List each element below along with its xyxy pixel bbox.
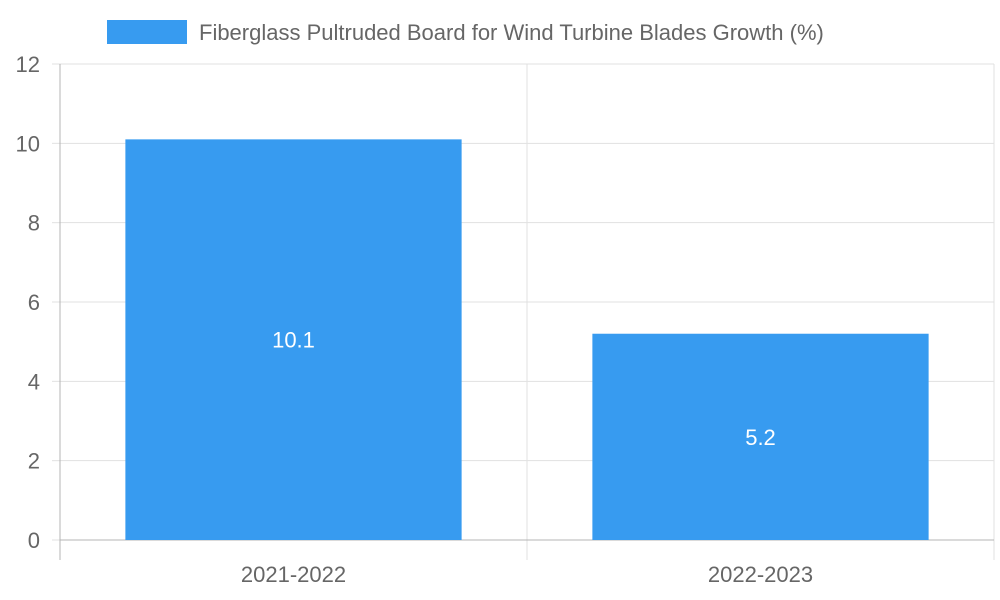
bar [592,333,929,540]
y-tick-label: 2 [28,449,40,474]
data-label: 5.2 [745,425,776,450]
legend[interactable]: Fiberglass Pultruded Board for Wind Turb… [107,20,824,45]
x-tick-label: 2022-2023 [708,562,813,587]
y-tick-label: 8 [28,211,40,236]
data-label: 10.1 [272,328,315,353]
bar-layer: 10.1 5.2 [125,139,929,540]
legend-label[interactable]: Fiberglass Pultruded Board for Wind Turb… [199,20,824,45]
y-tick-label: 12 [16,52,40,77]
y-tick-label: 4 [28,369,40,394]
y-tick-label: 10 [16,131,40,156]
y-tick-label: 6 [28,290,40,315]
legend-swatch[interactable] [107,20,187,44]
y-tick-label: 0 [28,528,40,553]
x-tick-label: 2021-2022 [241,562,346,587]
bar [125,139,462,540]
